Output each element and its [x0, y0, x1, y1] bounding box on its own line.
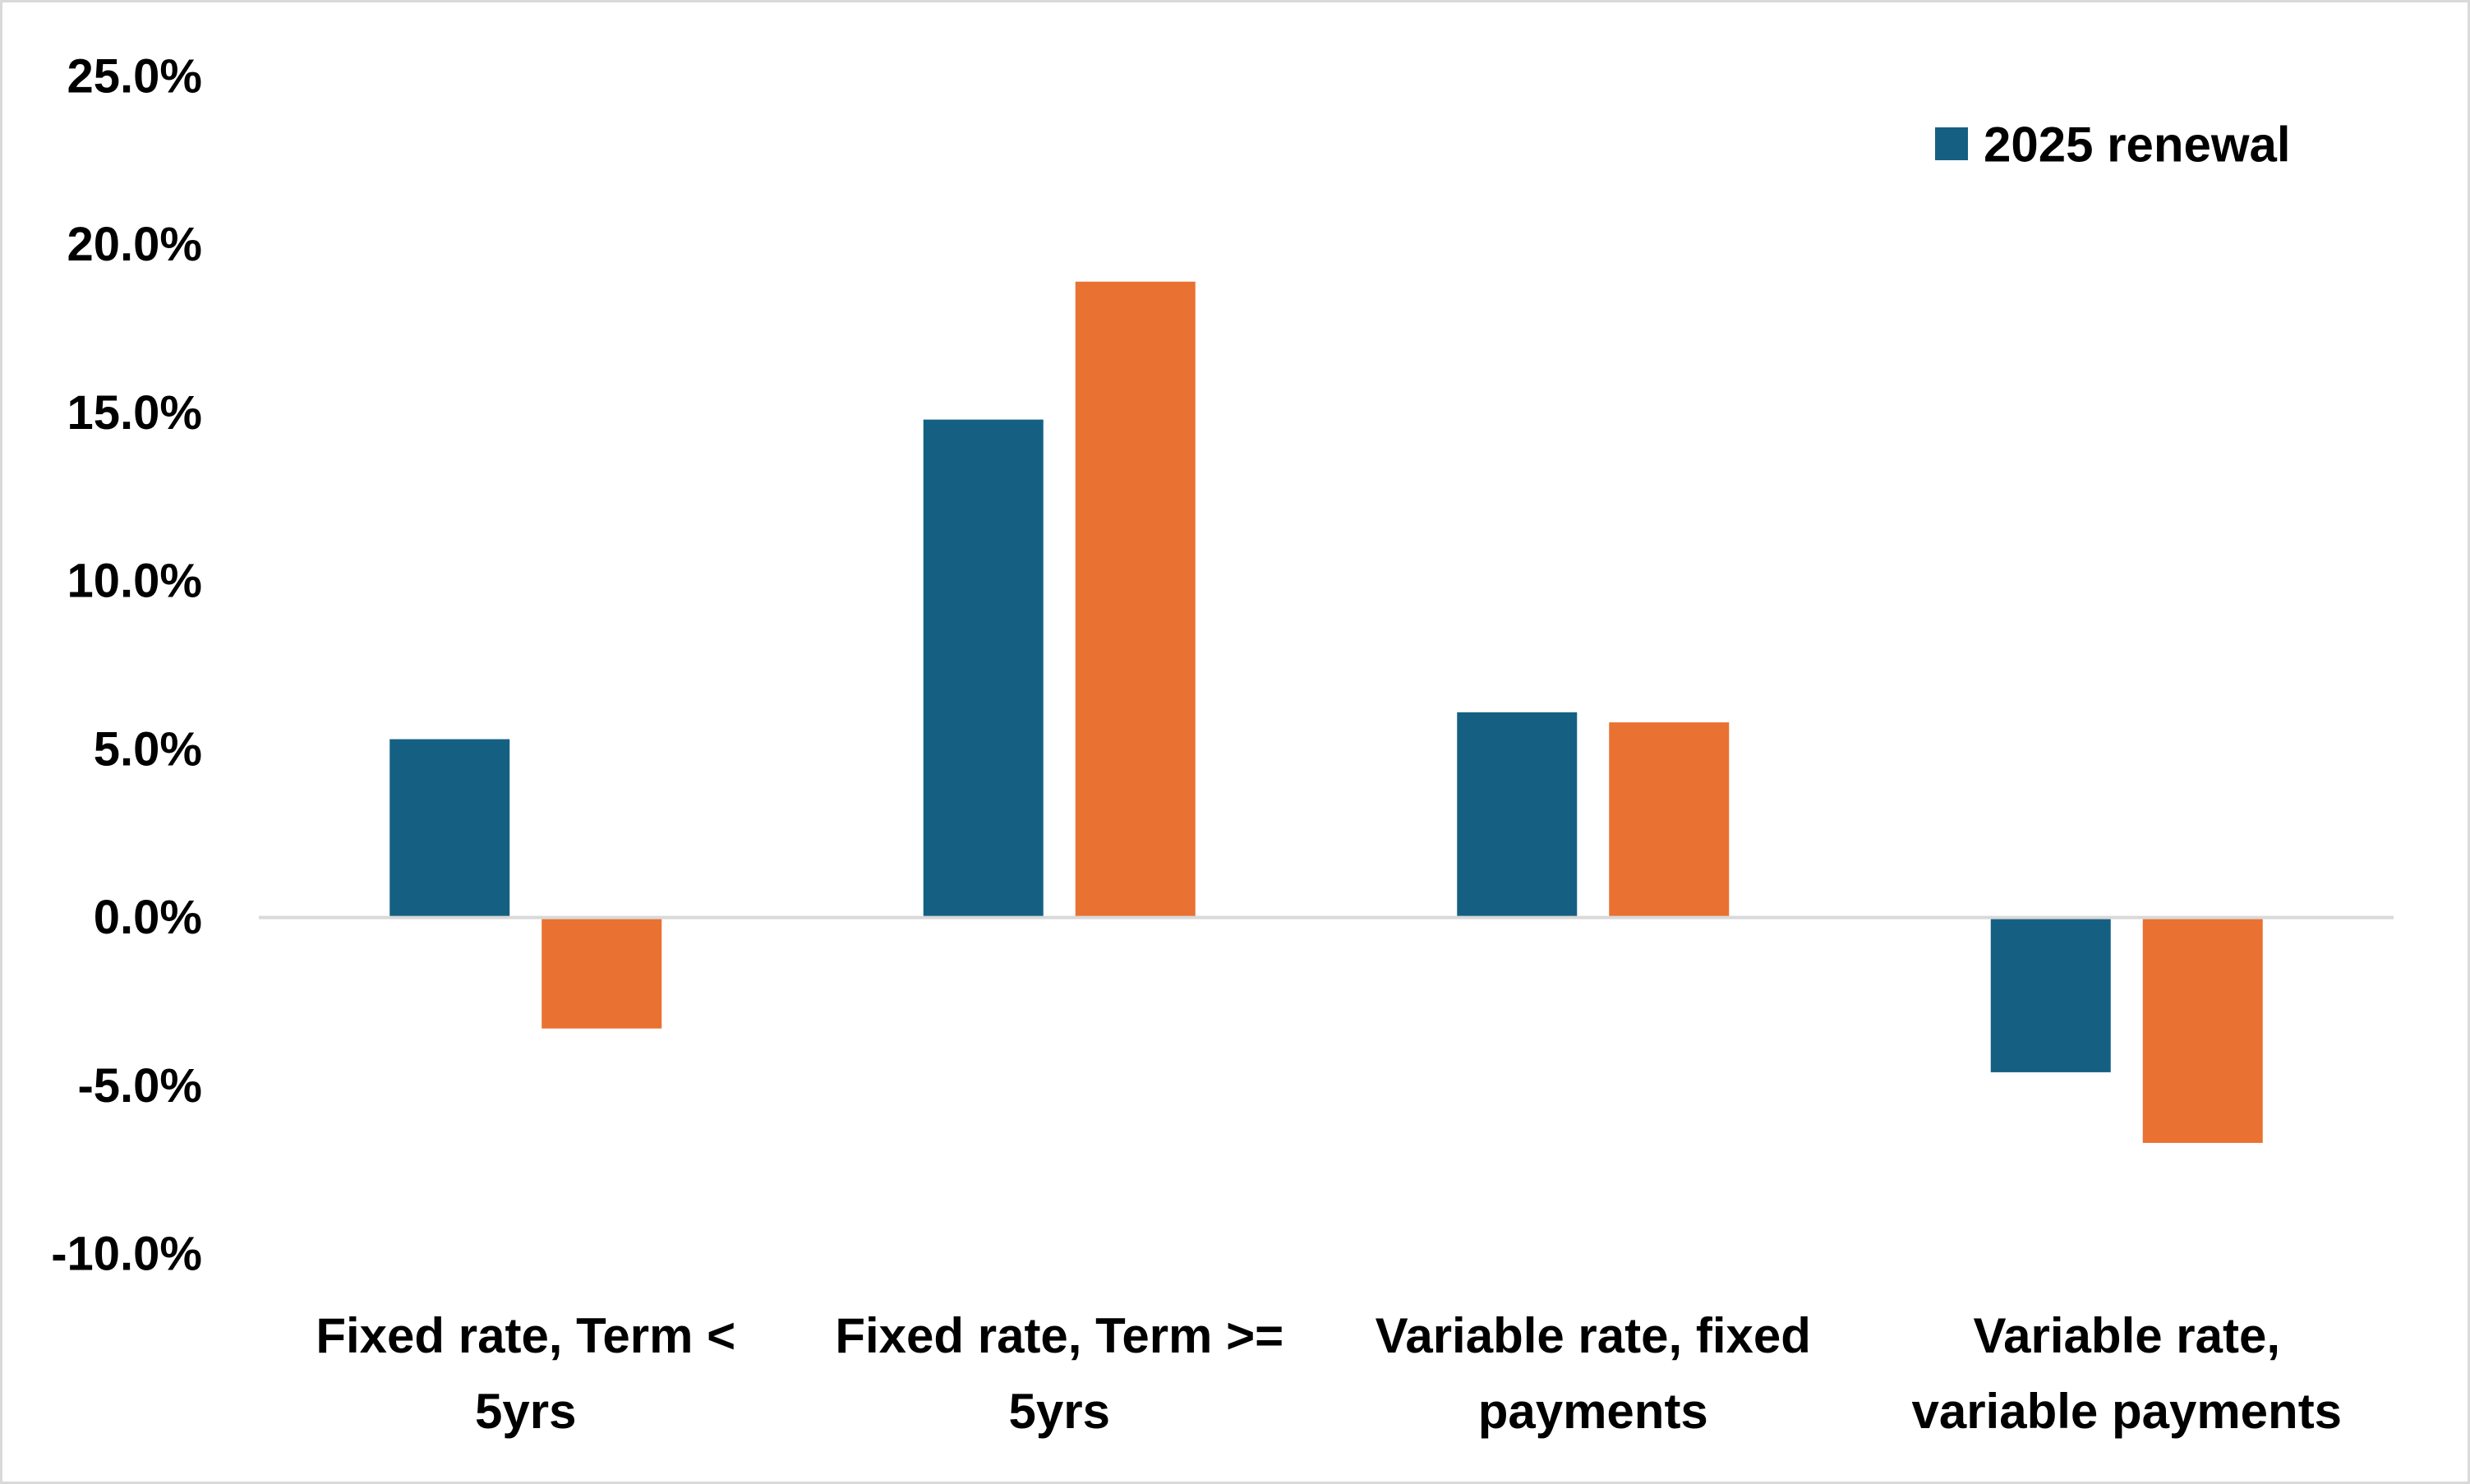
category-label-line: Fixed rate, Term < — [316, 1308, 735, 1363]
category-label: Variable rate, variable payments — [1911, 1308, 2342, 1439]
category-label: Variable rate, fixed payments — [1376, 1308, 1811, 1439]
y-tick-label: 0.0% — [94, 891, 202, 944]
bar-series-2-cat-3 — [1609, 722, 1730, 918]
category-label-line: Variable rate, — [1973, 1308, 2280, 1363]
y-tick-label: 25.0% — [67, 50, 202, 104]
bar-series-2-cat-2 — [1075, 281, 1196, 918]
y-tick-label: 5.0% — [94, 722, 202, 776]
category-label-line: Fixed rate, Term >= — [835, 1308, 1283, 1363]
y-tick-label: 10.0% — [67, 555, 202, 608]
y-tick-label: 20.0% — [67, 218, 202, 271]
bar-series-1-cat-1 — [389, 739, 510, 918]
y-axis: 25.0% 20.0% 15.0% 10.0% 5.0% 0.0% -5.0% -10.0% — [51, 50, 202, 1281]
bar-series-2-cat-1 — [541, 917, 662, 1029]
bar-series-1-cat-3 — [1457, 712, 1578, 918]
legend-label: 2025 renewal — [1984, 118, 2291, 173]
category-label-line: 5yrs — [475, 1384, 576, 1439]
bar-series-1-cat-2 — [923, 419, 1044, 918]
y-tick-label: -10.0% — [51, 1228, 202, 1281]
category-label: Fixed rate, Term >= 5yrs — [835, 1308, 1283, 1439]
category-label-line: Variable rate, fixed — [1376, 1308, 1811, 1363]
bar-series-2-cat-4 — [2142, 917, 2263, 1143]
legend-swatch — [1935, 127, 1968, 160]
category-label-line: 5yrs — [1009, 1384, 1110, 1439]
y-tick-label: -5.0% — [77, 1059, 202, 1113]
y-tick-label: 15.0% — [67, 386, 202, 440]
category-label-line: variable payments — [1911, 1384, 2342, 1439]
bar-series-1-cat-4 — [1990, 917, 2111, 1072]
category-label-line: payments — [1478, 1384, 1708, 1439]
legend: 2025 renewal — [1935, 118, 2291, 173]
category-label: Fixed rate, Term < 5yrs — [316, 1308, 735, 1439]
bars-group — [389, 281, 2263, 1143]
